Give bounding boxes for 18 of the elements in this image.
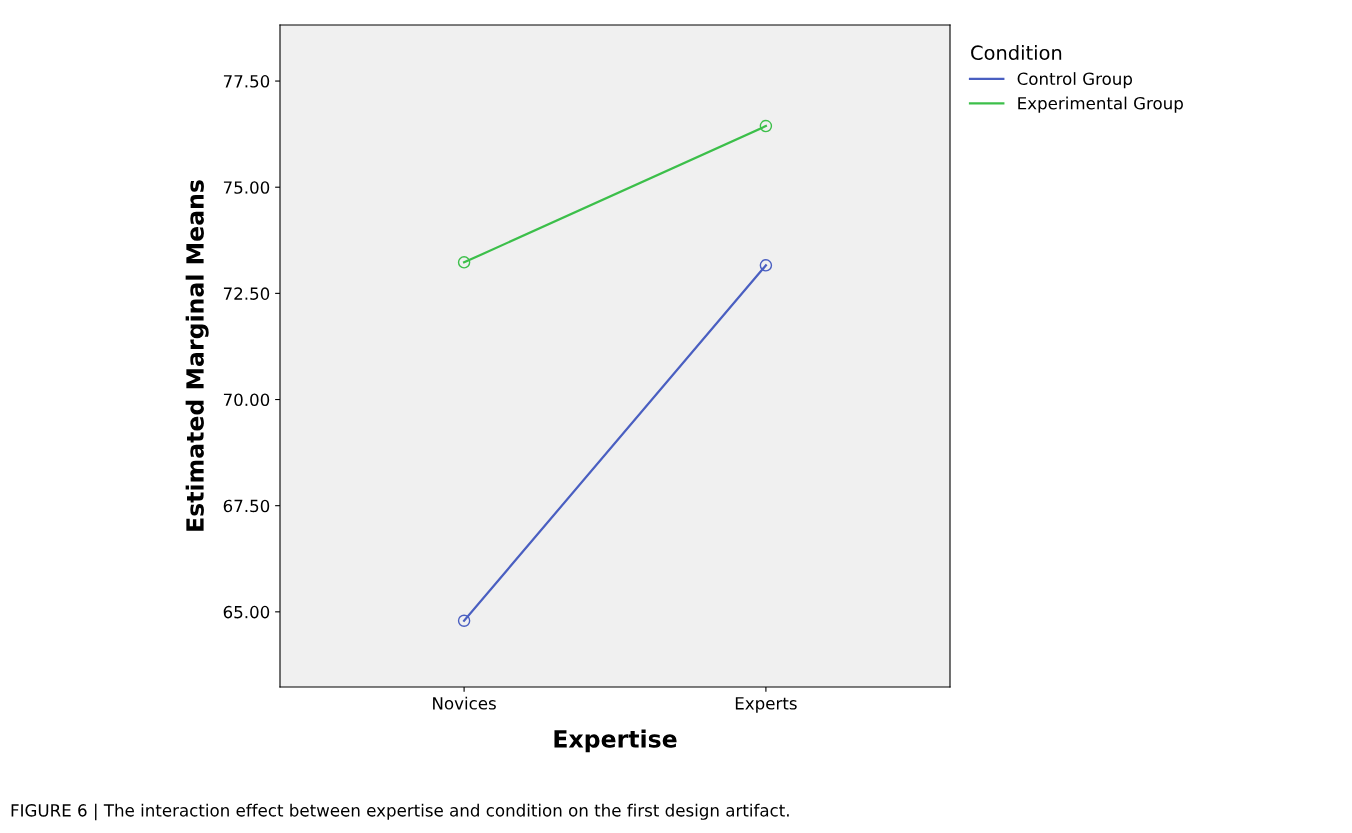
y-axis-title: Estimated Marginal Means [185, 180, 209, 531]
x-axis-title: Expertise [554, 729, 677, 753]
x-tick-label: Novices [433, 696, 496, 710]
y-tick-label: 65.00 [223, 605, 270, 619]
point [759, 119, 773, 133]
point [457, 256, 471, 269]
y-tick-label: 70.00 [223, 393, 270, 407]
y-tick-label: 77.50 [223, 75, 270, 88]
legend-label: Control Group [1017, 72, 1133, 89]
y-tick-label: 67.50 [223, 499, 270, 513]
x-tick-label: Experts [735, 697, 797, 713]
point [457, 614, 471, 628]
y-tick-label: 72.50 [223, 287, 270, 300]
legend-title: Condition [971, 45, 1062, 61]
y-tick-label: 75.00 [223, 181, 270, 194]
caption: FIGURE 6 | The interaction effect between expertise and condition on the first design artifact. [11, 803, 789, 821]
point [759, 259, 773, 272]
legend-label: Experimental Group [1018, 96, 1183, 113]
